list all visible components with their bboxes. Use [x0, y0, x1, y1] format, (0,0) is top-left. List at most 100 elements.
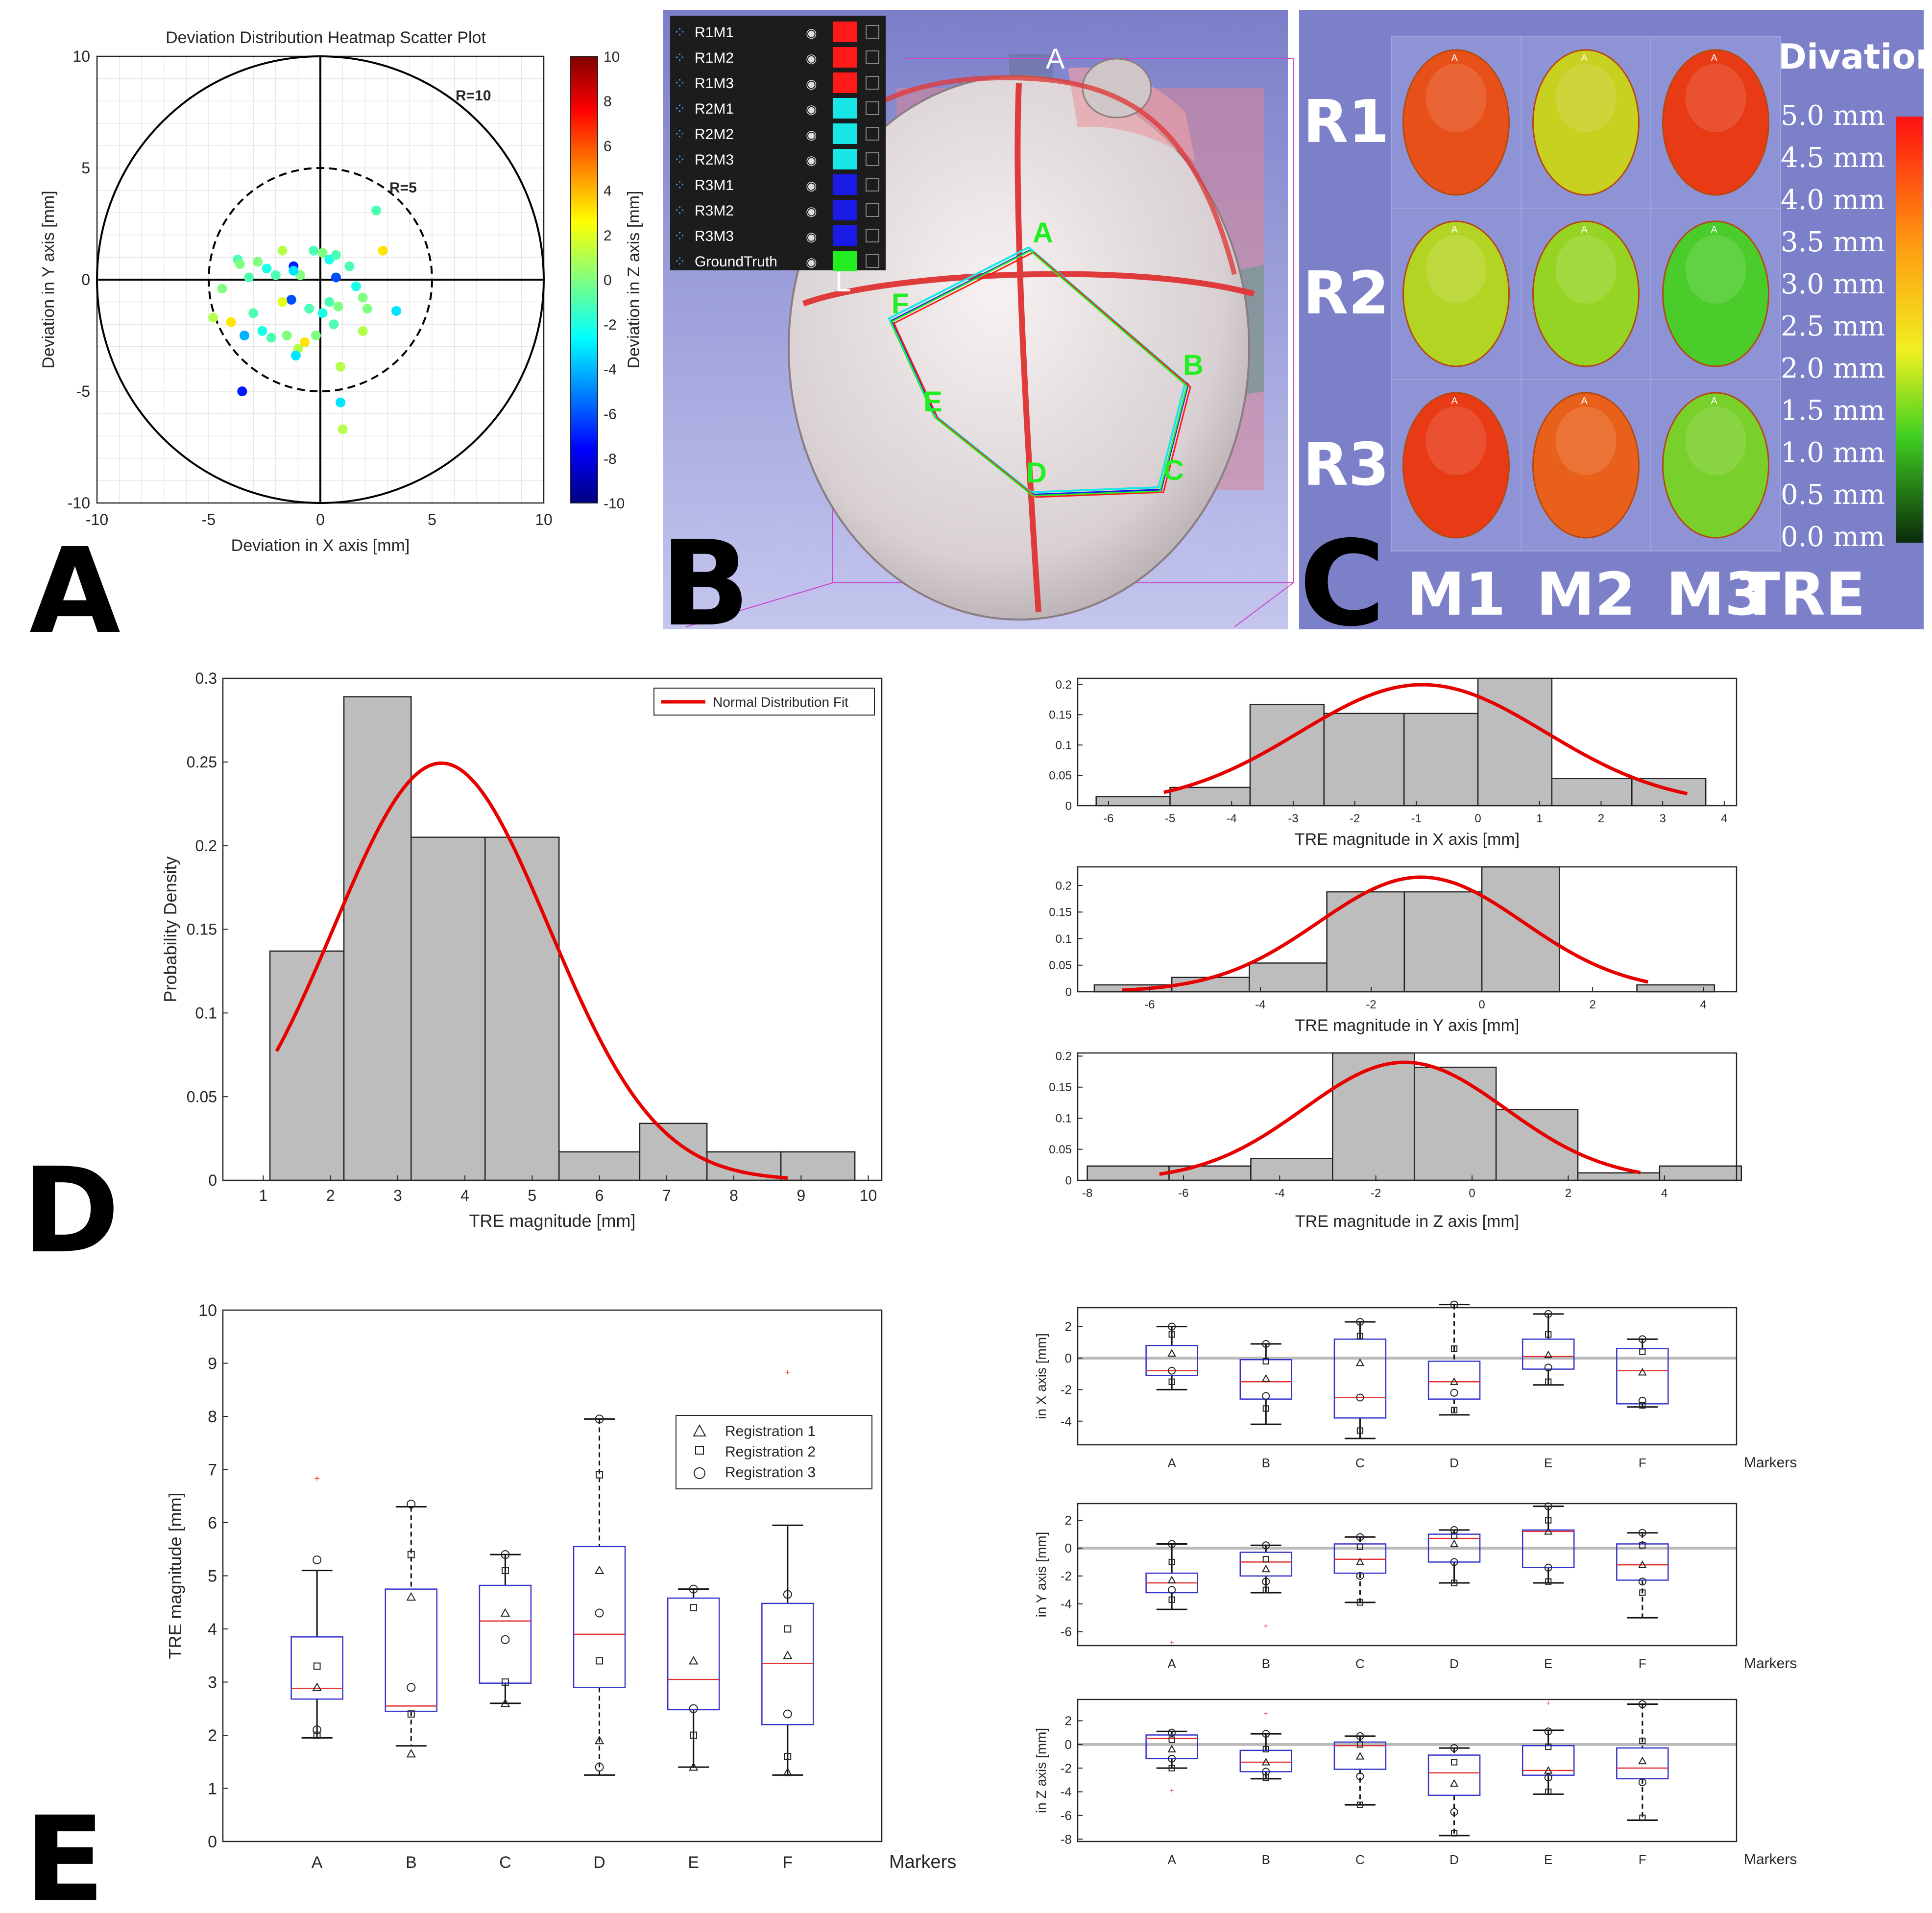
outlier-marker: +	[1169, 1638, 1174, 1647]
box	[1145, 1734, 1198, 1760]
scatter-point	[331, 250, 341, 260]
x-tick-label: 4	[1661, 1187, 1667, 1200]
data-point-circle	[1356, 1533, 1364, 1541]
scatter-point	[282, 331, 292, 340]
column-label: M1	[1406, 561, 1506, 629]
scatter-point	[237, 386, 247, 396]
data-point-circle	[1168, 1366, 1176, 1375]
y-tick-label: 0.05	[187, 1088, 217, 1105]
grid-icon	[866, 101, 879, 115]
histogram-bar	[1168, 1165, 1252, 1181]
x-tick-label: -10	[86, 511, 108, 528]
plot-frame	[1077, 866, 1738, 993]
histogram-bar	[1495, 1109, 1579, 1181]
data-point-circle	[1544, 1727, 1552, 1736]
box	[385, 1588, 438, 1712]
histogram-bar	[1250, 1158, 1333, 1181]
scale-label: 2.5 mm	[1781, 311, 1885, 342]
category-label: B	[1262, 1456, 1270, 1470]
legend-circle-icon	[694, 1467, 705, 1479]
box	[1427, 1361, 1481, 1400]
data-point-square	[1545, 1788, 1552, 1795]
data-point-triangle	[500, 1608, 510, 1617]
data-point-triangle	[1544, 1350, 1553, 1359]
row-labels: R1 R2 R3	[1303, 88, 1389, 499]
y-tick-label: -6	[1061, 1808, 1072, 1823]
scatter-point	[244, 272, 254, 283]
y-tick-label: -2	[1061, 1569, 1072, 1583]
colorbar-tick-label: -10	[604, 496, 625, 512]
data-point-circle	[1168, 1586, 1176, 1594]
x-tick-label: 1	[1536, 812, 1543, 825]
x-tick-label: -6	[1144, 998, 1155, 1011]
scatter-point	[378, 245, 388, 256]
colorbar-tick-label: 4	[604, 183, 612, 199]
colorbar-tick-label: -4	[604, 361, 617, 378]
data-point-circle	[1638, 1578, 1646, 1586]
panel-b-3d-view: A B C D E F A L ⁘ R1M1 ◉⁘ R1M2 ◉⁘ R1M3 ◉⁘ R2M1 ◉…	[660, 10, 1294, 652]
y-tick-label: 0	[1065, 1174, 1072, 1187]
head-highlight	[1555, 64, 1617, 132]
layer-color-swatch	[833, 72, 857, 93]
colorbar	[570, 56, 598, 503]
y-tick-label: 7	[208, 1460, 217, 1479]
contour-sagittal	[1014, 83, 1041, 613]
plot-frame	[1077, 1307, 1738, 1446]
layer-color-swatch	[833, 22, 857, 42]
scatter-point	[358, 326, 368, 336]
data-point-triangle	[594, 1735, 604, 1745]
category-label: C	[1355, 1852, 1365, 1867]
scatter-point	[248, 308, 259, 318]
marker-label-b: B	[1183, 349, 1204, 381]
data-point-square	[1356, 1427, 1364, 1434]
data-point-square	[596, 1657, 603, 1665]
histogram-bar	[411, 837, 486, 1181]
data-point-square	[1639, 1815, 1646, 1821]
category-label: A	[1167, 1852, 1176, 1867]
x-tick-label: 3	[393, 1187, 402, 1204]
eye-icon: ◉	[806, 51, 817, 66]
data-point-triangle	[1167, 1745, 1176, 1753]
layer-name: R2M3	[695, 152, 734, 168]
eye-icon: ◉	[806, 178, 817, 193]
data-point-triangle	[594, 1565, 604, 1575]
row-label: R3	[1303, 431, 1389, 499]
box	[479, 1584, 532, 1684]
outlier-marker: +	[785, 1367, 790, 1378]
colorbar-label: Deviation in Z axis [mm]	[625, 191, 643, 369]
data-point-triangle	[1355, 1557, 1365, 1566]
data-point-circle	[313, 1725, 322, 1735]
data-point-circle	[501, 1635, 510, 1644]
x-tick-label: -3	[1288, 812, 1298, 825]
data-point-square	[1262, 1405, 1269, 1412]
data-point-circle	[783, 1590, 792, 1599]
scatter-point	[309, 245, 319, 256]
y-tick-label: -5	[76, 383, 90, 400]
data-point-square	[690, 1731, 698, 1739]
eye-icon: ◉	[806, 25, 817, 40]
head-heatmap	[1402, 49, 1510, 196]
data-point-square	[1545, 1578, 1552, 1585]
y-tick-label: -2	[1061, 1761, 1072, 1775]
y-tick-label: 0.2	[1056, 1050, 1072, 1063]
head-heatmap	[1532, 220, 1640, 367]
head-heatmap	[1532, 49, 1640, 196]
data-point-square	[313, 1731, 321, 1739]
normal-fit-curve	[275, 761, 788, 1180]
head-highlight	[1425, 407, 1487, 475]
scatter-point	[262, 263, 272, 274]
data-point-square	[1450, 1345, 1458, 1352]
box	[1239, 1552, 1293, 1577]
bounding-box-edge-2	[1234, 582, 1294, 627]
boxplot-tre-magnitude: + + A B C D E F 0 1 2 3 4 5 6 7 8 9 10 Markers TRE magnitude…	[165, 1301, 956, 1872]
eye-icon: ◉	[806, 76, 817, 91]
histogram-tre-magnitude: 1 2 3 4 5 6 7 8 9 10 0 0.05 0.1 0.15 0.2 0.25 0.3 TRE mag…	[160, 670, 883, 1231]
histogram-bar	[1326, 891, 1405, 993]
eye-icon: ◉	[806, 255, 817, 269]
data-point-triangle	[1449, 1539, 1459, 1548]
box	[1145, 1344, 1198, 1376]
head-marker-label: A	[1711, 224, 1718, 235]
y-tick-label: 6	[208, 1514, 217, 1532]
x-tick-label: 10	[535, 511, 553, 528]
data-point-triangle	[1544, 1766, 1553, 1774]
